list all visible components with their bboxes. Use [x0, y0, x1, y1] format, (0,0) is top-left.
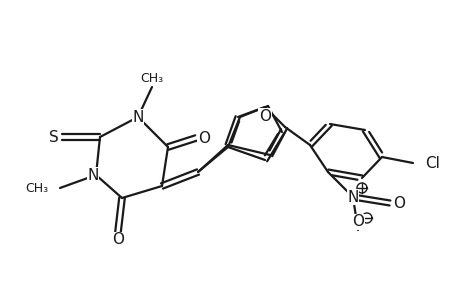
Text: N: N: [87, 167, 99, 182]
Text: O: O: [392, 196, 404, 211]
Text: O: O: [112, 232, 124, 247]
Text: S: S: [49, 130, 59, 145]
Text: CH₃: CH₃: [140, 71, 163, 85]
Text: N: N: [347, 190, 358, 205]
Text: O: O: [197, 130, 210, 146]
Text: CH₃: CH₃: [25, 182, 48, 194]
Text: O: O: [258, 109, 270, 124]
Text: O: O: [351, 214, 363, 230]
Text: N: N: [132, 110, 143, 124]
Text: Cl: Cl: [424, 155, 439, 170]
